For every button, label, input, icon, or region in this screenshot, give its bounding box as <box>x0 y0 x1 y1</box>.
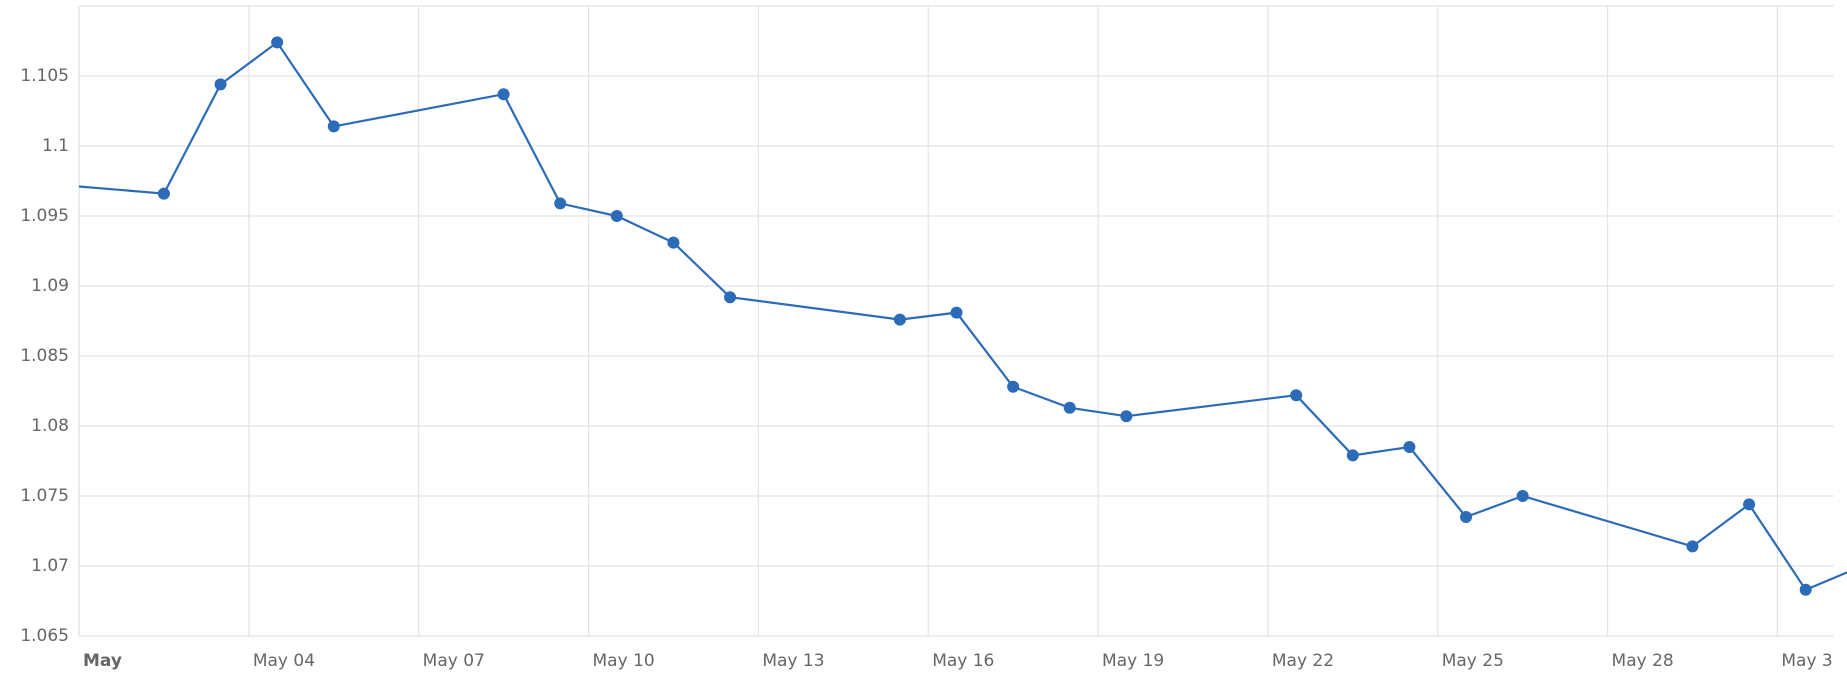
data-point <box>554 197 567 210</box>
x-tick-label: May 13 <box>762 651 824 671</box>
data-point <box>271 36 284 49</box>
y-tick-label: 1.075 <box>20 486 69 506</box>
data-point <box>610 210 623 222</box>
data-point <box>1346 449 1359 462</box>
plot-area <box>79 36 1847 596</box>
x-tick-label: May 22 <box>1272 651 1334 671</box>
data-point <box>1743 498 1756 511</box>
x-tick-label: May <box>83 651 122 671</box>
data-point <box>1799 583 1812 596</box>
x-tick-label: May 19 <box>1102 651 1164 671</box>
x-tick-label: May 16 <box>932 651 994 671</box>
y-tick-label: 1.1 <box>42 136 69 156</box>
data-point <box>1290 389 1303 402</box>
data-point <box>893 313 906 326</box>
x-tick-label: May 07 <box>423 651 485 671</box>
data-point <box>667 236 680 249</box>
data-point <box>497 88 510 101</box>
x-tick-label: May 10 <box>593 651 655 671</box>
data-point <box>1007 380 1020 393</box>
data-point <box>327 120 340 133</box>
y-tick-label: 1.08 <box>31 416 69 436</box>
data-point <box>214 78 227 91</box>
x-tick-label: May 25 <box>1442 651 1504 671</box>
x-tick-label: May 3 <box>1781 651 1832 671</box>
y-tick-label: 1.07 <box>31 556 69 576</box>
data-point <box>1686 540 1699 553</box>
y-tick-label: 1.105 <box>20 66 69 86</box>
y-tick-label: 1.09 <box>31 276 69 296</box>
y-tick-label: 1.065 <box>20 626 69 646</box>
series-line <box>79 40 1847 592</box>
y-tick-label: 1.085 <box>20 346 69 366</box>
x-tick-label: May 28 <box>1612 651 1674 671</box>
data-point <box>1403 441 1416 453</box>
data-point <box>157 187 170 200</box>
y-tick-label: 1.095 <box>20 206 69 226</box>
data-point <box>1460 511 1473 523</box>
data-point <box>950 306 963 319</box>
x-tick-label: May 04 <box>253 651 315 671</box>
data-point <box>1063 401 1076 414</box>
data-point <box>724 291 737 304</box>
data-point <box>1516 490 1529 502</box>
data-point <box>1120 410 1133 423</box>
